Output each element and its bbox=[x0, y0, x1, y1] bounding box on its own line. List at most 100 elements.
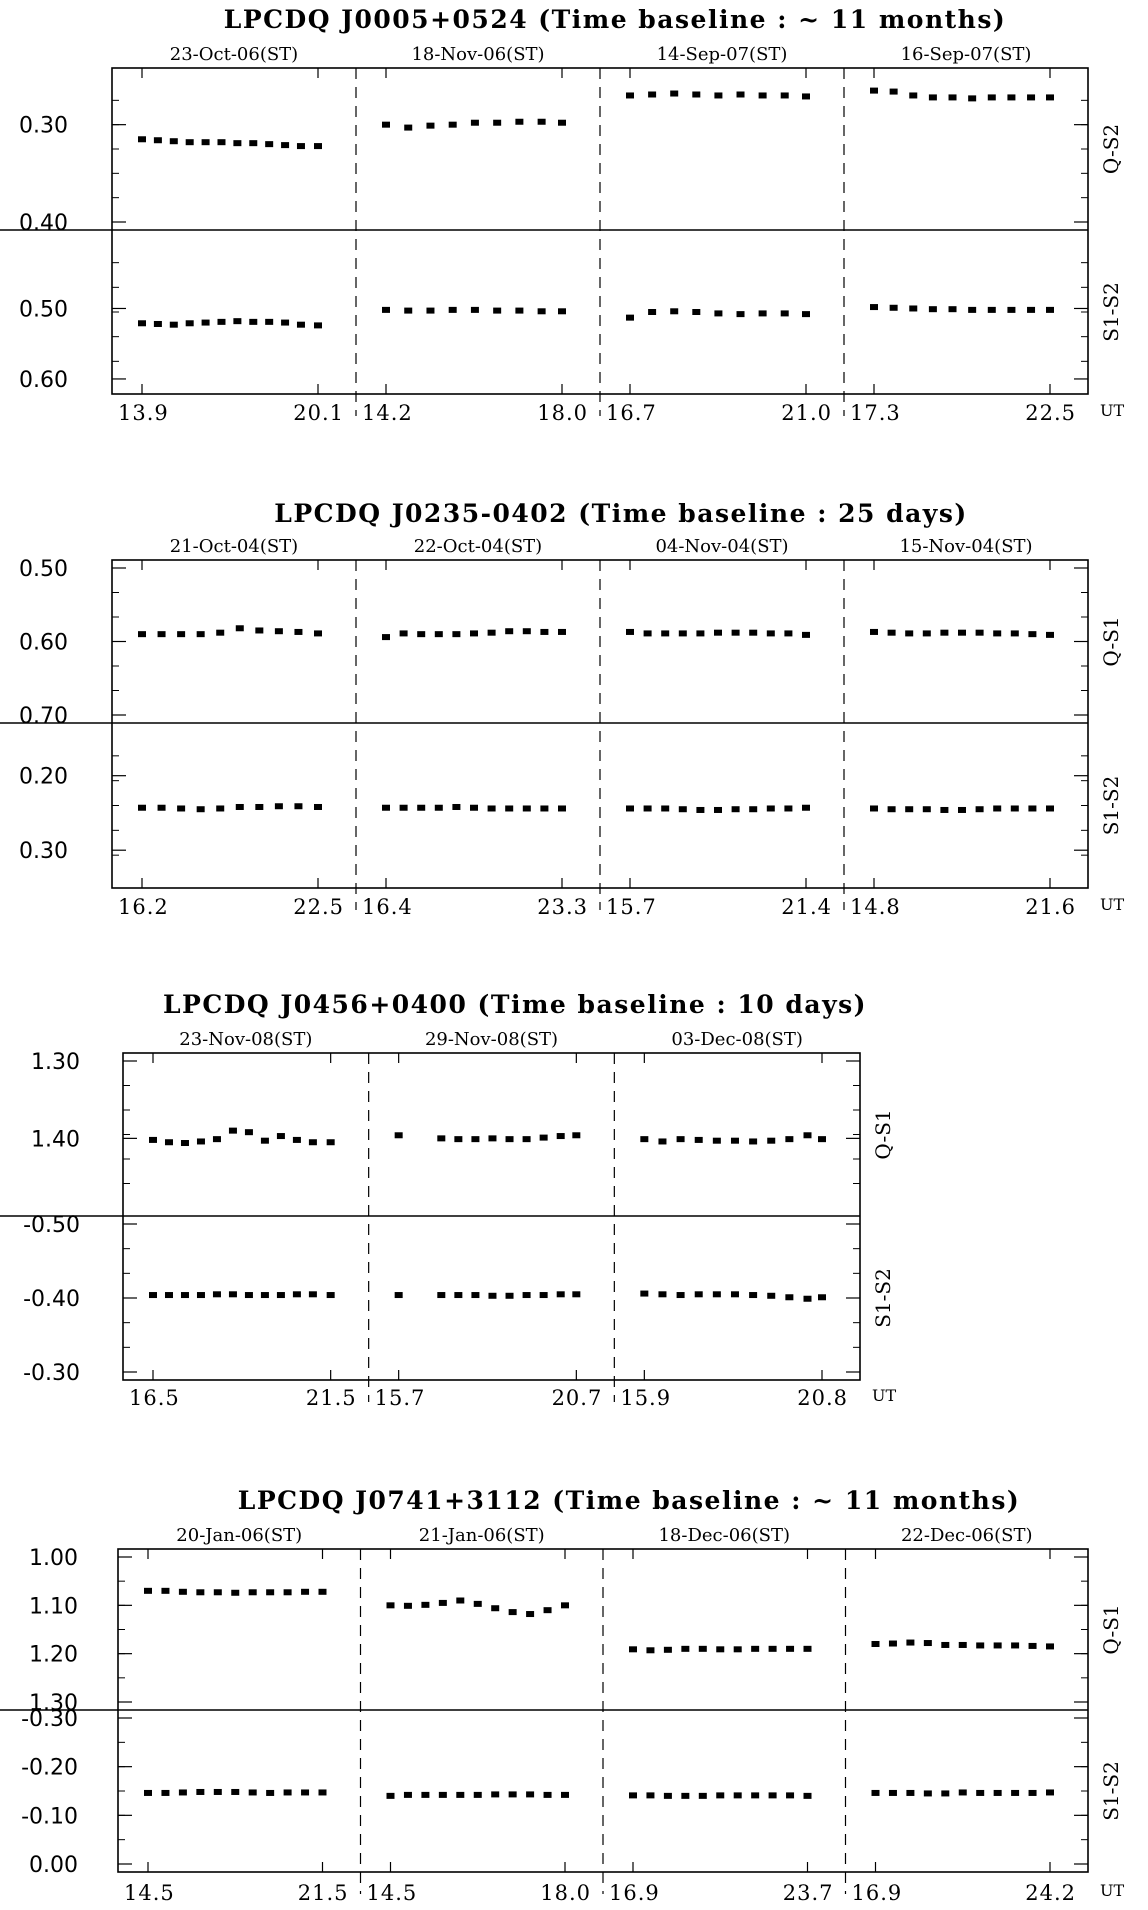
data-point bbox=[522, 628, 531, 635]
data-point bbox=[712, 1291, 721, 1298]
data-point bbox=[434, 631, 443, 638]
data-point bbox=[169, 321, 178, 328]
data-point bbox=[766, 805, 775, 812]
data-point bbox=[958, 629, 966, 636]
data-point bbox=[758, 92, 767, 99]
data-point bbox=[1028, 631, 1037, 638]
data-point bbox=[558, 805, 566, 812]
x-tick-label: 16.7 bbox=[606, 401, 657, 425]
data-point bbox=[301, 1789, 310, 1796]
data-point bbox=[421, 1791, 430, 1798]
data-point bbox=[493, 119, 502, 126]
data-point bbox=[889, 304, 898, 311]
data-point bbox=[326, 1139, 335, 1146]
data-point bbox=[394, 1132, 403, 1139]
data-point bbox=[572, 1291, 581, 1298]
data-point bbox=[692, 91, 701, 98]
chart-2: LPCDQ J0235-0402 (Time baseline : 25 day… bbox=[0, 499, 1124, 919]
data-point bbox=[177, 631, 186, 638]
data-point bbox=[976, 1789, 985, 1796]
data-point bbox=[676, 1292, 685, 1299]
data-point bbox=[276, 1133, 285, 1140]
panel-s1-s2: 0.20 0.30 S1-S2 bbox=[19, 755, 1123, 864]
data-point bbox=[736, 311, 745, 318]
x-axis-label: UT bbox=[1100, 401, 1124, 420]
data-point bbox=[399, 630, 408, 637]
panel-label: S1-S2 bbox=[1099, 282, 1123, 342]
data-point bbox=[161, 1789, 170, 1796]
data-point bbox=[958, 1789, 967, 1796]
x-tick-label: 20.8 bbox=[797, 1386, 848, 1410]
x-tick-label: 17.3 bbox=[850, 401, 901, 425]
data-point bbox=[626, 314, 634, 321]
data-point bbox=[1046, 805, 1054, 812]
data-point bbox=[802, 631, 810, 638]
data-point bbox=[196, 1138, 205, 1145]
panel-q-s2: 0.30 0.40 Q-S2 bbox=[19, 87, 1123, 236]
x-tick-label: 21.5 bbox=[298, 1881, 349, 1905]
data-point bbox=[572, 1132, 581, 1139]
data-point bbox=[233, 318, 242, 325]
data-point bbox=[658, 1138, 667, 1145]
data-point bbox=[1007, 94, 1016, 101]
data-point bbox=[928, 306, 937, 313]
data-point bbox=[993, 1789, 1002, 1796]
data-point bbox=[491, 1791, 500, 1798]
data-point bbox=[276, 1292, 285, 1299]
data-point bbox=[153, 320, 162, 327]
data-point bbox=[417, 804, 426, 811]
data-point bbox=[626, 628, 634, 635]
data-point bbox=[749, 629, 758, 636]
data-point bbox=[296, 321, 305, 328]
data-point bbox=[212, 1136, 221, 1143]
data-point bbox=[404, 124, 413, 131]
data-point bbox=[452, 803, 461, 810]
data-point bbox=[1046, 1789, 1054, 1796]
night-date-label: 20-Jan-06(ST) bbox=[176, 1525, 302, 1546]
data-point bbox=[283, 1789, 292, 1796]
data-point bbox=[487, 629, 496, 636]
x-tick-label: 21.0 bbox=[781, 401, 832, 425]
data-point bbox=[196, 1589, 205, 1596]
data-point bbox=[749, 1138, 758, 1145]
data-point bbox=[976, 1642, 985, 1649]
data-point bbox=[643, 805, 652, 812]
data-point bbox=[138, 136, 146, 143]
data-point bbox=[786, 1792, 795, 1799]
data-point bbox=[508, 1791, 517, 1798]
data-point bbox=[274, 803, 283, 810]
data-point bbox=[993, 805, 1002, 812]
panel-label: S1-S2 bbox=[1099, 1761, 1123, 1821]
data-point bbox=[213, 1589, 222, 1596]
data-point bbox=[294, 803, 303, 810]
data-point bbox=[283, 1589, 292, 1596]
data-point bbox=[260, 1292, 269, 1299]
y-tick-label: 1.40 bbox=[31, 1127, 80, 1152]
data-point bbox=[767, 1137, 776, 1144]
data-point bbox=[265, 141, 274, 148]
data-point bbox=[471, 1136, 480, 1143]
data-point bbox=[1010, 630, 1019, 637]
data-point bbox=[244, 1292, 253, 1299]
data-point bbox=[678, 630, 687, 637]
night-date-label: 04-Nov-04(ST) bbox=[655, 536, 788, 557]
data-point bbox=[730, 1291, 739, 1298]
data-point bbox=[784, 630, 793, 637]
data-point bbox=[196, 806, 205, 813]
panel-label: Q-S1 bbox=[1099, 1604, 1123, 1654]
panel-q-s1: 1.30 1.40 Q-S1 bbox=[31, 1050, 895, 1184]
data-point bbox=[889, 88, 898, 95]
data-point bbox=[164, 1292, 173, 1299]
data-point bbox=[228, 1291, 237, 1298]
data-point bbox=[308, 1139, 317, 1146]
data-point bbox=[540, 805, 549, 812]
data-point bbox=[292, 1291, 301, 1298]
y-tick-label: -0.30 bbox=[23, 1361, 80, 1386]
y-tick-label: 0.60 bbox=[19, 368, 68, 393]
data-point bbox=[382, 121, 390, 128]
data-point bbox=[780, 310, 789, 317]
data-point bbox=[648, 309, 657, 315]
data-point bbox=[487, 805, 496, 812]
data-point bbox=[281, 319, 290, 326]
data-point bbox=[975, 806, 984, 813]
